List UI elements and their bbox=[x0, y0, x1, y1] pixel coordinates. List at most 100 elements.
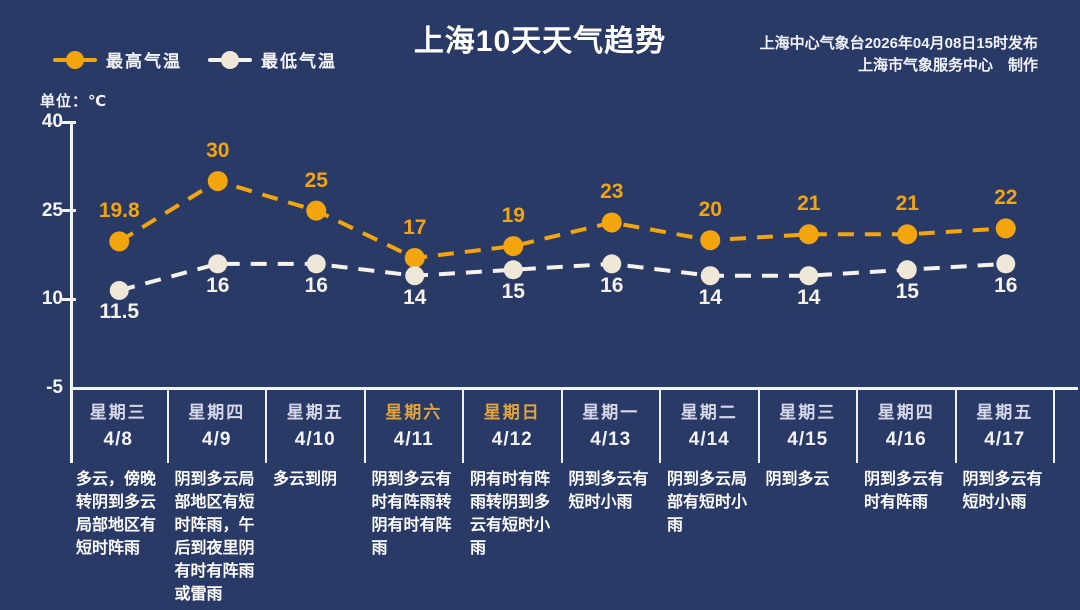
max-temp-line bbox=[118, 178, 1006, 261]
legend-item-min-temp: 最低气温 bbox=[208, 47, 337, 72]
weather-description: 阴到多云 bbox=[765, 471, 830, 488]
min-temp-point bbox=[996, 254, 1016, 274]
min-temp-value-label: 16 bbox=[206, 273, 230, 297]
publisher-line1: 上海中心气象台2026年04月08日15时发布 bbox=[759, 35, 1038, 52]
max-temp-value-label: 21 bbox=[895, 192, 919, 216]
weekday-label: 星期三 bbox=[779, 403, 837, 422]
weather-description: 阴到多云局部有短时小雨 bbox=[667, 471, 748, 534]
max-temp-point bbox=[503, 236, 524, 257]
publisher-line2: 上海市气象服务中心 制作 bbox=[857, 57, 1038, 74]
day-column: 星期五 4/10 bbox=[267, 389, 366, 463]
day-column: 星期五 4/17 bbox=[957, 389, 1055, 463]
date-label: 4/15 bbox=[787, 429, 829, 450]
unit-label: 单位：℃ bbox=[40, 93, 108, 110]
weather-description: 阴到多云有时有阵雨 bbox=[864, 471, 945, 511]
max-temp-point bbox=[207, 171, 228, 192]
weekday-label: 星期一 bbox=[582, 403, 640, 422]
max-temp-value-label: 30 bbox=[206, 139, 230, 163]
date-label: 4/17 bbox=[984, 429, 1026, 450]
min-temp-legend-label: 最低气温 bbox=[261, 52, 337, 71]
max-temp-value-label: 21 bbox=[797, 192, 821, 216]
min-temp-point bbox=[799, 266, 819, 286]
y-axis-tick-label: 25 bbox=[41, 199, 63, 221]
x-axis-line bbox=[70, 387, 1078, 390]
weather-description: 阴到多云有时有阵雨转阴有时有阵雨 bbox=[371, 471, 452, 557]
date-label: 4/8 bbox=[103, 429, 133, 450]
min-temp-value-label: 15 bbox=[501, 279, 525, 303]
date-label: 4/12 bbox=[491, 429, 533, 450]
min-temp-value-label: 16 bbox=[304, 273, 328, 297]
min-temp-value-label: 16 bbox=[994, 273, 1018, 297]
max-temp-point bbox=[897, 224, 918, 245]
day-column: 星期四 4/16 bbox=[858, 389, 957, 463]
max-temp-value-label: 19 bbox=[501, 204, 525, 228]
min-temp-legend-swatch bbox=[208, 50, 252, 70]
min-temp-legend-dot-icon bbox=[221, 50, 239, 69]
max-temp-value-label: 22 bbox=[994, 186, 1018, 210]
chart-title: 上海10天天气趋势 bbox=[413, 25, 667, 58]
date-label: 4/14 bbox=[688, 429, 730, 450]
weekday-label: 星期五 bbox=[976, 403, 1034, 422]
weekday-label: 星期四 bbox=[188, 403, 246, 422]
weather-description: 阴有时有阵雨转阴到多云有短时小雨 bbox=[470, 471, 551, 557]
max-temp-legend-label: 最高气温 bbox=[106, 52, 182, 71]
weather-description: 阴到多云局部地区有短时阵雨，午后到夜里阴有时有阵雨或雷雨 bbox=[174, 471, 255, 603]
day-column: 星期三 4/8 bbox=[70, 389, 169, 463]
date-label: 4/16 bbox=[885, 429, 927, 450]
weekday-label: 星期四 bbox=[877, 403, 935, 422]
day-column: 星期日 4/12 bbox=[464, 389, 563, 463]
y-axis-tick bbox=[62, 209, 76, 213]
y-axis-tick-label: -5 bbox=[46, 377, 63, 398]
max-temp-point bbox=[404, 247, 425, 268]
max-temp-legend-swatch bbox=[53, 50, 97, 70]
min-temp-point bbox=[306, 254, 326, 274]
max-temp-value-label: 23 bbox=[600, 180, 624, 204]
date-label: 4/13 bbox=[590, 429, 632, 450]
min-temp-point bbox=[405, 266, 425, 286]
min-temp-point bbox=[897, 260, 917, 280]
max-temp-value-label: 17 bbox=[403, 215, 427, 239]
min-temp-line bbox=[118, 261, 1006, 293]
weather-description-row: 多云，傍晚转阴到多云局部地区有短时阵雨 阴到多云局部地区有短时阵雨，午后到夜里阴有… bbox=[70, 463, 1055, 606]
day-column: 星期四 4/9 bbox=[169, 389, 267, 463]
publisher-info: 上海中心气象台2026年04月08日15时发布 上海市气象服务中心 制作 bbox=[760, 33, 1038, 77]
max-temp-point bbox=[798, 224, 819, 245]
max-temp-legend-dot-icon bbox=[66, 50, 84, 69]
max-temp-point bbox=[109, 231, 130, 252]
day-header-row: 星期三 4/8 星期四 4/9 星期五 4/10 星期六 4/11 星期日 4/12 星期一 4/13… bbox=[70, 389, 1055, 463]
max-temp-point bbox=[700, 230, 721, 251]
weekday-label: 星期日 bbox=[483, 403, 541, 422]
min-temp-value-label: 11.5 bbox=[99, 300, 140, 324]
min-temp-value-label: 16 bbox=[600, 273, 624, 297]
date-label: 4/9 bbox=[202, 429, 232, 450]
weather-description: 多云，傍晚转阴到多云局部地区有短时阵雨 bbox=[76, 471, 157, 557]
min-temp-point bbox=[208, 254, 228, 274]
max-temp-value-label: 19.8 bbox=[98, 199, 140, 223]
date-label: 4/10 bbox=[294, 429, 336, 450]
max-temp-point bbox=[995, 218, 1016, 239]
min-temp-point bbox=[700, 266, 720, 286]
date-label: 4/11 bbox=[393, 429, 434, 450]
weekday-label: 星期五 bbox=[286, 403, 344, 422]
day-column: 星期一 4/13 bbox=[563, 389, 661, 463]
min-temp-value-label: 14 bbox=[698, 285, 722, 309]
y-axis-tick bbox=[62, 120, 76, 124]
legend-item-max-temp: 最高气温 bbox=[53, 47, 182, 72]
max-temp-point bbox=[601, 212, 622, 233]
y-axis-line bbox=[70, 122, 73, 463]
day-column: 星期六 4/11 bbox=[366, 389, 464, 463]
min-temp-value-label: 15 bbox=[895, 279, 919, 303]
weekday-label: 星期二 bbox=[680, 403, 738, 422]
min-temp-point bbox=[503, 260, 523, 280]
max-temp-value-label: 25 bbox=[304, 168, 328, 192]
weekday-label: 星期六 bbox=[385, 403, 443, 422]
y-axis-tick-label: 40 bbox=[41, 111, 63, 132]
y-axis-tick bbox=[62, 297, 76, 301]
day-column: 星期二 4/14 bbox=[661, 389, 760, 463]
max-temp-point bbox=[306, 200, 327, 221]
min-temp-value-label: 14 bbox=[797, 285, 821, 309]
y-axis-tick-label: 10 bbox=[41, 288, 63, 310]
weather-description: 阴到多云有短时小雨 bbox=[568, 471, 649, 511]
weather-description: 多云到阴 bbox=[273, 471, 338, 488]
